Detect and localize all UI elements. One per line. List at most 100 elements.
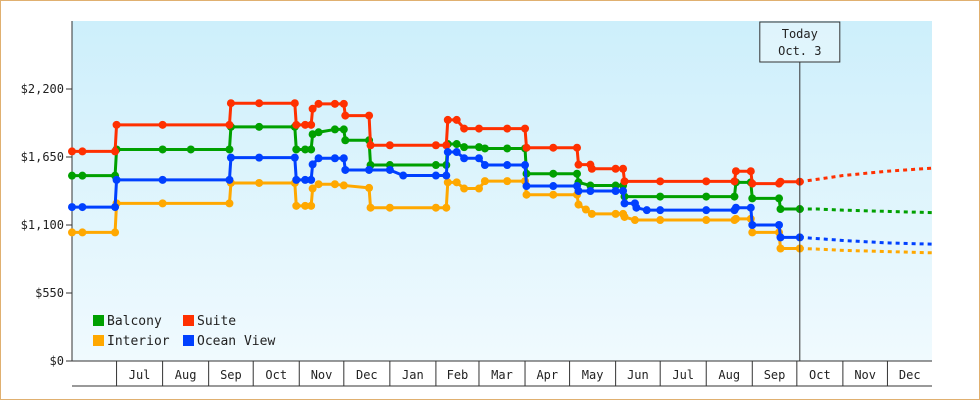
data-point — [748, 228, 757, 237]
data-point — [158, 175, 167, 184]
x-tick-label: Aug — [718, 368, 740, 382]
data-point — [330, 154, 339, 163]
data-point — [503, 177, 512, 186]
data-point — [452, 178, 461, 187]
data-point — [308, 160, 317, 169]
data-point — [314, 154, 323, 163]
data-point — [290, 99, 299, 108]
data-point — [775, 194, 784, 203]
data-point — [78, 228, 87, 237]
data-point — [702, 177, 711, 186]
data-point — [702, 192, 711, 201]
forecast-line — [799, 246, 933, 255]
data-point — [775, 221, 784, 229]
y-tick-label: $2,200 — [21, 82, 64, 96]
data-point — [225, 175, 234, 184]
data-point — [78, 171, 87, 180]
data-point — [314, 180, 323, 189]
data-point — [112, 175, 121, 184]
data-point — [656, 216, 665, 225]
legend-item: Balcony — [93, 314, 162, 329]
data-point — [292, 175, 301, 184]
data-point — [611, 164, 620, 173]
x-tick-label: Jun — [627, 368, 649, 382]
data-point — [68, 147, 76, 156]
forecast-line — [799, 235, 933, 246]
data-point — [292, 145, 301, 154]
data-point — [587, 209, 596, 218]
x-tick-label: Dec — [899, 368, 921, 382]
data-point — [365, 183, 374, 192]
data-point — [111, 147, 120, 156]
data-point — [748, 179, 757, 188]
data-point — [226, 153, 235, 162]
x-tick-label: Feb — [447, 368, 469, 382]
data-point — [586, 187, 595, 195]
data-point — [385, 203, 394, 212]
legend-label: Ocean View — [197, 334, 275, 349]
x-tick-label: Jan — [402, 368, 424, 382]
data-point — [186, 145, 195, 154]
data-point — [574, 200, 583, 209]
x-tick-label: Jul — [129, 368, 151, 382]
data-point — [503, 161, 512, 170]
data-point — [290, 153, 299, 162]
data-point — [292, 120, 301, 129]
data-point — [255, 99, 264, 108]
data-point — [255, 178, 264, 187]
data-point — [574, 160, 583, 169]
x-tick-label: Apr — [536, 368, 558, 382]
data-point — [656, 206, 665, 215]
data-point — [474, 184, 483, 193]
data-point — [581, 205, 590, 214]
legend-item: Suite — [183, 314, 236, 329]
data-point — [746, 203, 755, 212]
data-point — [611, 209, 620, 218]
data-point — [339, 99, 348, 108]
data-point — [460, 184, 469, 193]
y-tick-label: $550 — [35, 286, 64, 300]
data-point — [339, 125, 348, 134]
data-point — [474, 154, 483, 163]
data-point — [480, 177, 489, 186]
data-point — [776, 205, 785, 214]
data-point — [573, 143, 582, 152]
data-point — [225, 120, 234, 129]
data-point — [339, 154, 348, 163]
data-point — [503, 144, 512, 153]
data-point — [746, 167, 755, 176]
data-point — [341, 165, 350, 174]
data-point — [632, 203, 641, 212]
legend-item: Interior — [93, 334, 170, 349]
data-point — [158, 145, 167, 154]
data-point — [620, 212, 629, 221]
legend-label: Interior — [107, 334, 170, 349]
data-point — [301, 201, 310, 210]
data-point — [776, 177, 785, 186]
data-point — [431, 203, 440, 212]
data-point — [549, 143, 558, 152]
forecast-line — [799, 166, 933, 184]
data-point — [385, 141, 394, 150]
data-point — [307, 145, 316, 154]
series-ocean-view — [68, 148, 933, 246]
data-point — [365, 111, 374, 120]
data-point — [111, 228, 120, 237]
data-point — [78, 203, 87, 212]
legend: Balcony Suite Interior Ocean View — [93, 314, 275, 349]
data-point — [255, 153, 264, 162]
data-point — [521, 161, 530, 170]
data-point — [611, 187, 620, 195]
today-label: Today — [782, 27, 818, 41]
data-point — [301, 145, 310, 154]
data-point — [226, 99, 235, 108]
data-point — [308, 184, 317, 193]
data-point — [460, 124, 469, 133]
data-point — [620, 177, 629, 186]
legend-swatch — [93, 335, 104, 346]
legend-swatch — [93, 315, 104, 326]
x-tick-label: May — [582, 368, 604, 382]
data-point — [522, 182, 531, 191]
data-point — [330, 99, 339, 108]
